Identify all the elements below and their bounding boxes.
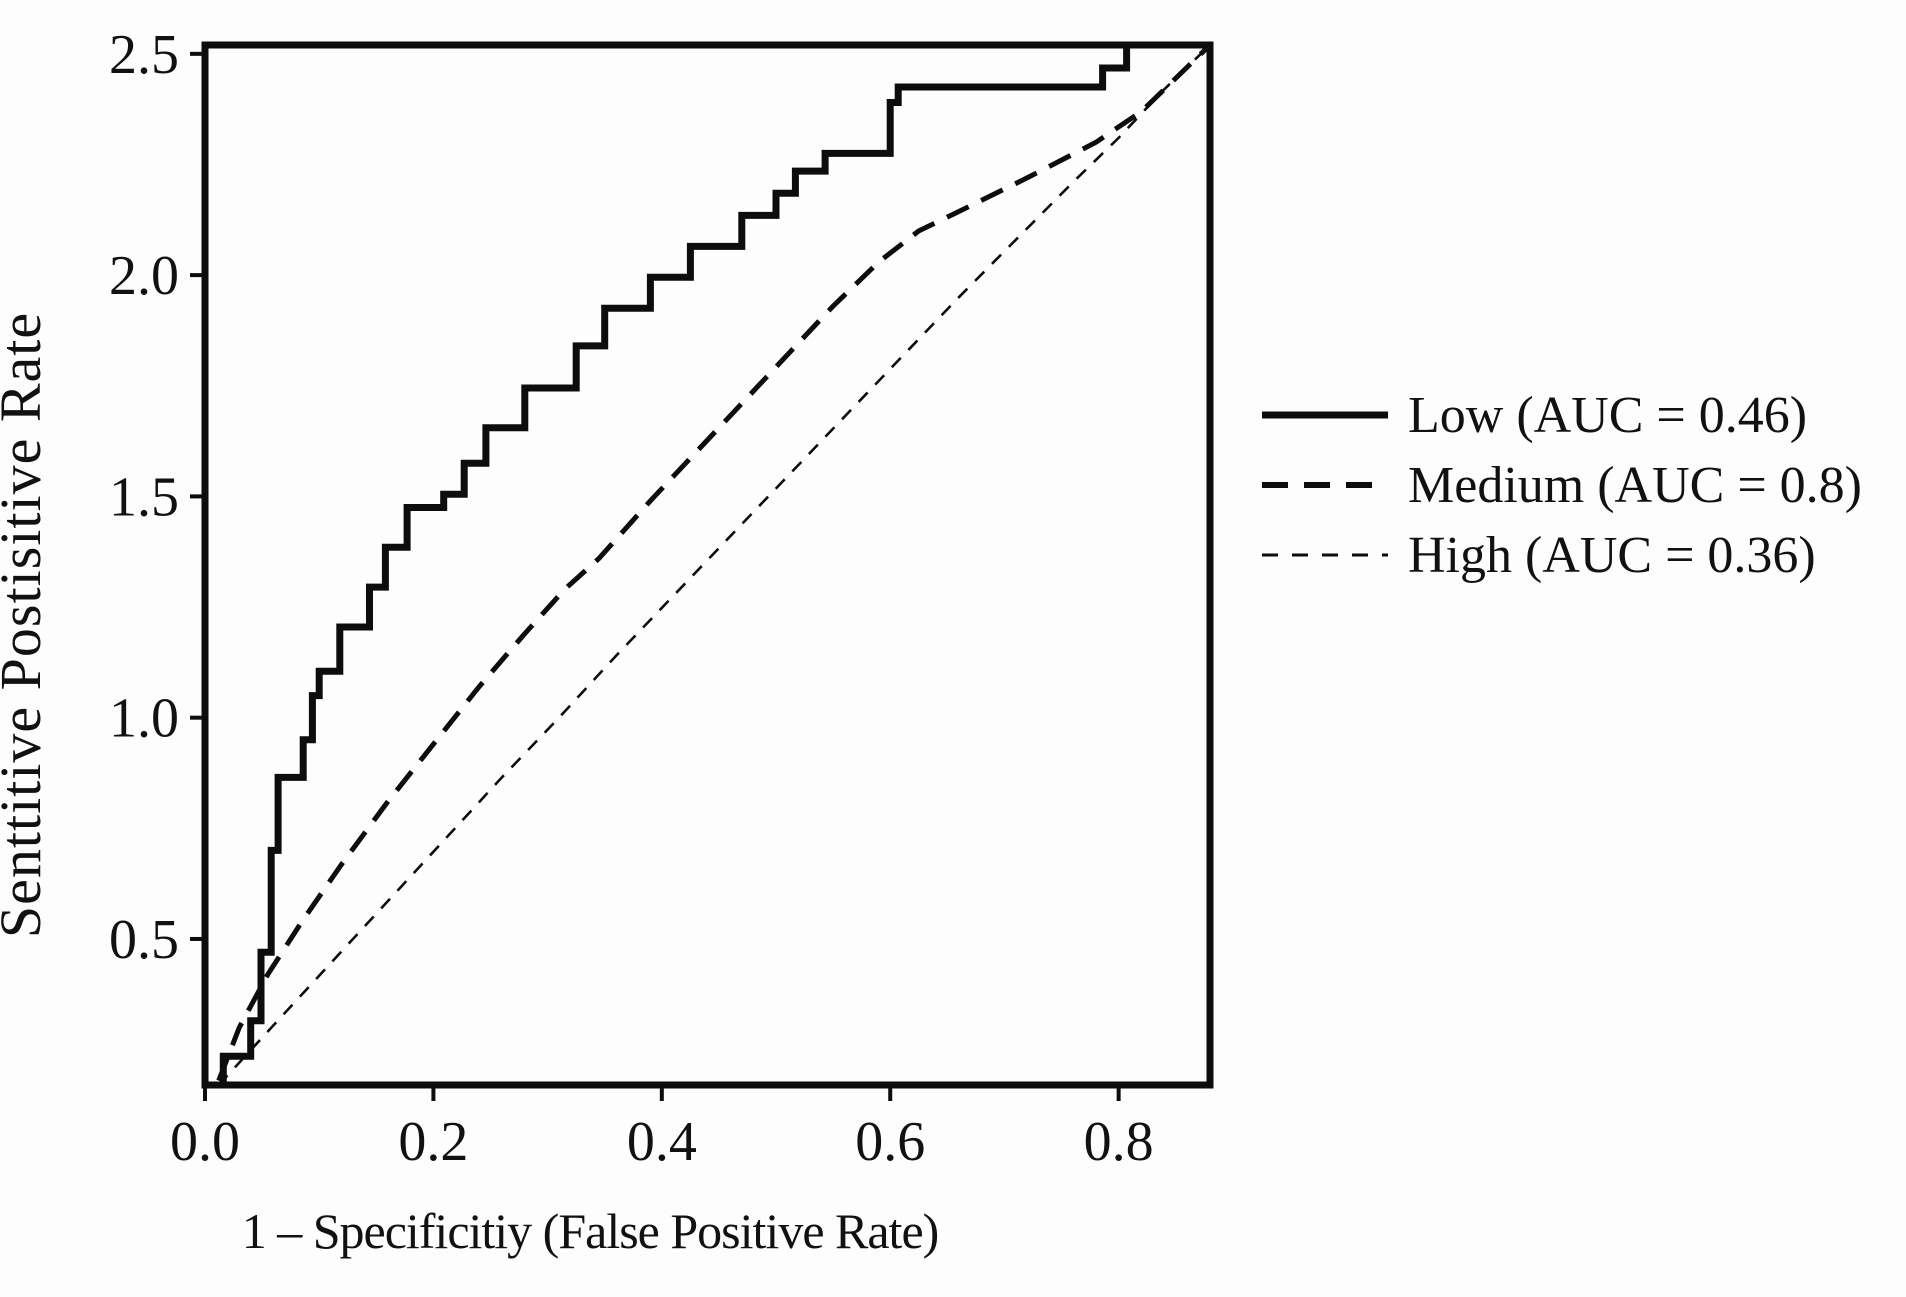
y-axis-ticks: 0.5 1.0 1.5 2.0 2.5 — [109, 24, 205, 971]
x-tick-label: 0.0 — [170, 1111, 240, 1173]
y-tick-label: 2.0 — [109, 245, 179, 307]
legend-label-medium: Medium (AUC = 0.8) — [1408, 457, 1862, 514]
x-tick-label: 0.6 — [855, 1111, 925, 1173]
x-axis-ticks: 0.0 0.2 0.4 0.6 0.8 — [170, 1085, 1154, 1173]
x-axis-label: 1 – Specificitiy (False Positive Rate) — [242, 1203, 939, 1259]
legend: Low (AUC = 0.46) Medium (AUC = 0.8) High (… — [1262, 387, 1862, 584]
x-tick-label: 0.8 — [1084, 1111, 1154, 1173]
roc-curve-medium — [216, 43, 1212, 1082]
legend-label-low: Low (AUC = 0.46) — [1408, 387, 1807, 444]
y-axis-label: Senttitive Postisitive Rate — [0, 312, 53, 938]
x-tick-label: 0.4 — [627, 1111, 697, 1173]
y-tick-label: 1.5 — [109, 466, 179, 528]
roc-curves — [216, 41, 1212, 1086]
roc-curve-low — [219, 41, 1210, 1085]
roc-curve-high — [217, 44, 1211, 1086]
y-tick-label: 1.0 — [109, 688, 179, 750]
legend-label-high: High (AUC = 0.36) — [1408, 527, 1816, 584]
x-tick-label: 0.2 — [398, 1111, 468, 1173]
plot-border — [201, 41, 1214, 1089]
y-tick-label: 0.5 — [109, 909, 179, 971]
y-tick-label: 2.5 — [109, 24, 179, 86]
